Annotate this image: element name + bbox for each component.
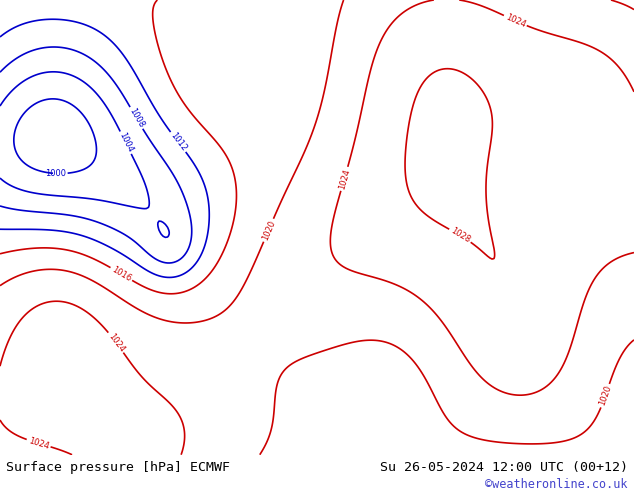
Text: 1020: 1020 [261, 219, 277, 242]
Text: 1024: 1024 [106, 331, 126, 354]
Text: 1024: 1024 [337, 168, 352, 190]
Text: 1012: 1012 [168, 131, 188, 153]
Text: 1016: 1016 [110, 265, 133, 283]
Text: 1020: 1020 [597, 384, 613, 407]
Text: 1028: 1028 [449, 226, 472, 245]
Text: ©weatheronline.co.uk: ©weatheronline.co.uk [485, 478, 628, 490]
Text: 1004: 1004 [117, 131, 134, 154]
Text: Surface pressure [hPa] ECMWF: Surface pressure [hPa] ECMWF [6, 461, 230, 473]
Text: 1008: 1008 [127, 106, 146, 129]
Text: 1000: 1000 [44, 169, 66, 178]
Text: 1024: 1024 [27, 436, 50, 451]
Text: 1024: 1024 [504, 12, 527, 29]
Text: Su 26-05-2024 12:00 UTC (00+12): Su 26-05-2024 12:00 UTC (00+12) [380, 461, 628, 473]
